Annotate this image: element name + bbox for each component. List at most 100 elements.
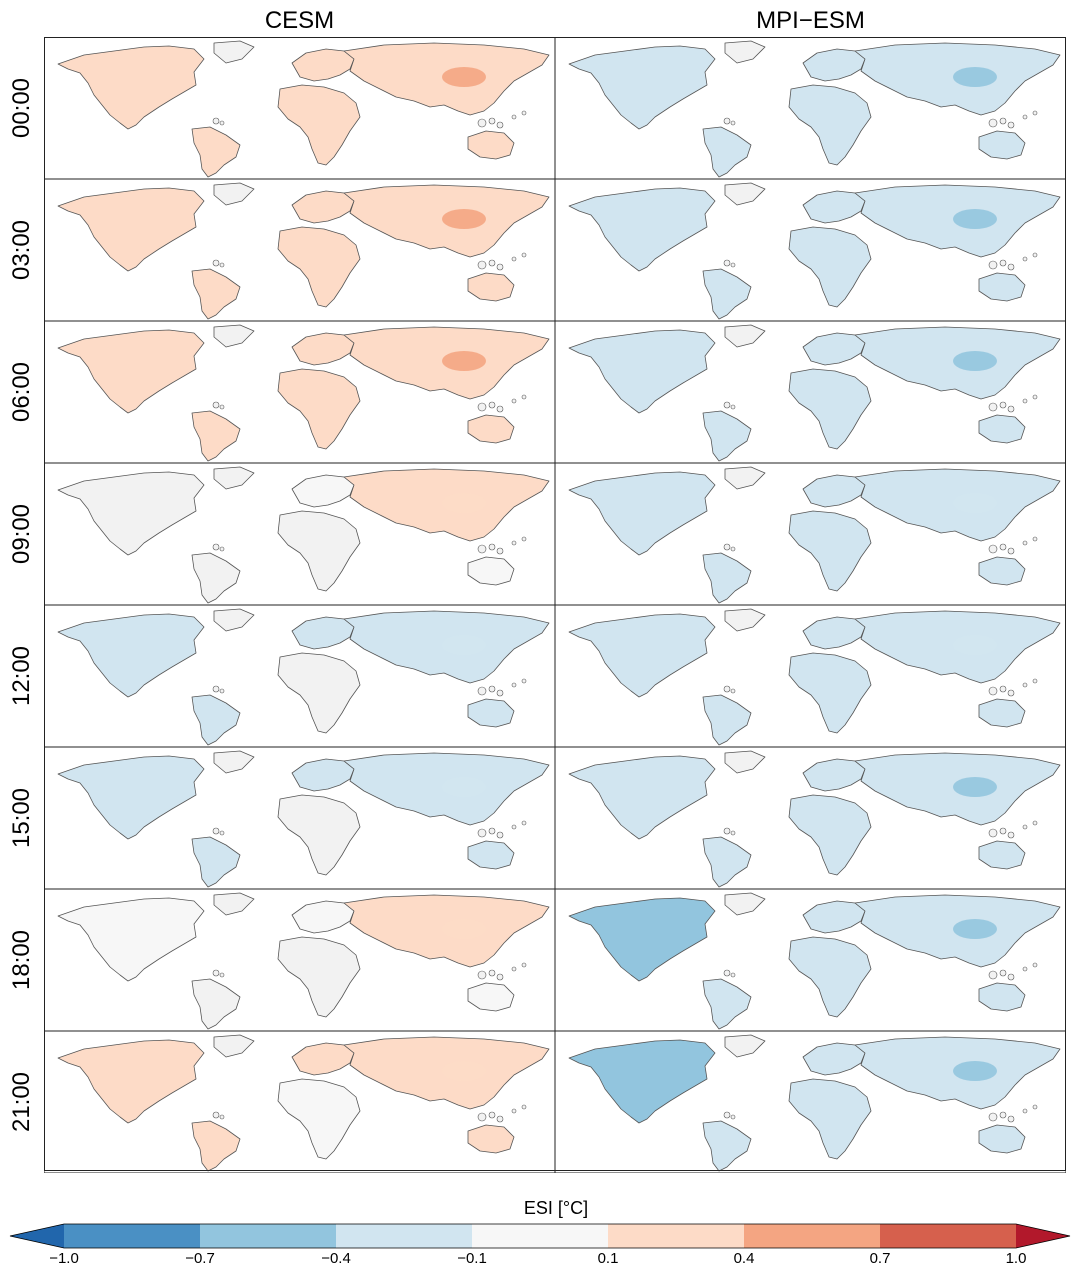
colorbar-tick-label: −0.4 — [321, 1250, 351, 1267]
island-1 — [219, 546, 225, 552]
island-6 — [521, 394, 527, 400]
region-greenland — [213, 40, 255, 64]
map-panel-mpi-esm-0900 — [555, 463, 1066, 605]
colorbar-segment-2 — [336, 1224, 473, 1248]
island-6 — [1032, 820, 1038, 826]
region-greenland — [213, 324, 255, 348]
region-east-asia-hotspot — [442, 777, 486, 797]
world-map — [555, 179, 1066, 321]
region-north-america — [568, 45, 716, 130]
island-3 — [488, 685, 496, 693]
island-1 — [730, 830, 736, 836]
map-panel-mpi-esm-2100 — [555, 1031, 1066, 1173]
island-6 — [1032, 252, 1038, 258]
column-title-1: MPI−ESM — [756, 7, 865, 34]
world-map — [555, 321, 1066, 463]
region-greenland — [724, 466, 766, 490]
region-south-america — [702, 1120, 752, 1172]
island-0 — [212, 543, 220, 551]
island-4 — [496, 263, 504, 271]
region-africa — [788, 652, 872, 734]
region-east-asia-hotspot — [442, 1061, 486, 1081]
colorbar-tick-label: −0.7 — [185, 1250, 215, 1267]
island-4 — [496, 121, 504, 129]
island-0 — [212, 259, 220, 267]
region-africa — [277, 368, 361, 450]
island-1 — [219, 120, 225, 126]
world-map — [555, 463, 1066, 605]
region-south-america — [702, 410, 752, 462]
map-panel-cesm-1800 — [44, 889, 555, 1031]
island-5 — [1022, 682, 1028, 688]
colorbar — [9, 1223, 1071, 1249]
colorbar-tick-label: −1.0 — [49, 1250, 79, 1267]
region-australia — [978, 414, 1026, 444]
island-6 — [1032, 962, 1038, 968]
island-2 — [477, 828, 487, 838]
region-europe — [291, 1042, 355, 1076]
colorbar-tick-label: 1.0 — [1005, 1250, 1027, 1267]
colorbar-segment-3 — [472, 1224, 609, 1248]
region-south-america — [191, 694, 241, 746]
island-6 — [521, 820, 527, 826]
world-map — [555, 37, 1066, 179]
region-africa — [788, 936, 872, 1018]
region-south-america — [191, 268, 241, 320]
island-3 — [488, 1111, 496, 1119]
region-greenland — [724, 182, 766, 206]
region-greenland — [213, 892, 255, 916]
island-1 — [730, 1114, 736, 1120]
region-north-america — [57, 45, 205, 130]
island-1 — [730, 262, 736, 268]
region-africa — [788, 1078, 872, 1160]
world-map — [555, 889, 1066, 1031]
island-2 — [988, 402, 998, 412]
island-4 — [496, 1115, 504, 1123]
island-6 — [1032, 1104, 1038, 1110]
island-5 — [1022, 540, 1028, 546]
region-europe — [802, 900, 866, 934]
region-greenland — [724, 608, 766, 632]
island-5 — [1022, 114, 1028, 120]
region-greenland — [213, 466, 255, 490]
region-australia — [978, 840, 1026, 870]
region-east-asia-hotspot — [953, 209, 997, 229]
island-0 — [723, 543, 731, 551]
island-3 — [488, 259, 496, 267]
colorbar-extend-low — [10, 1224, 64, 1248]
region-north-america — [568, 755, 716, 840]
island-1 — [730, 972, 736, 978]
map-panel-cesm-0600 — [44, 321, 555, 463]
colorbar-outline — [9, 1223, 1071, 1249]
island-6 — [521, 678, 527, 684]
island-5 — [1022, 1108, 1028, 1114]
island-1 — [219, 262, 225, 268]
region-north-america — [568, 613, 716, 698]
region-north-america — [568, 471, 716, 556]
island-1 — [730, 688, 736, 694]
row-label-4: 12:00 — [0, 605, 44, 747]
island-0 — [212, 401, 220, 409]
row-label-7: 21:00 — [0, 1031, 44, 1173]
region-north-america — [57, 613, 205, 698]
region-australia — [467, 982, 515, 1012]
island-4 — [1007, 1115, 1015, 1123]
island-2 — [988, 260, 998, 270]
island-3 — [999, 685, 1007, 693]
map-panel-mpi-esm-0300 — [555, 179, 1066, 321]
region-greenland — [724, 40, 766, 64]
world-map — [44, 37, 555, 179]
island-2 — [477, 686, 487, 696]
island-6 — [1032, 394, 1038, 400]
world-map — [555, 605, 1066, 747]
island-6 — [521, 110, 527, 116]
map-panel-cesm-1500 — [44, 747, 555, 889]
time-label: 21:00 — [8, 1071, 35, 1133]
region-africa — [788, 510, 872, 592]
region-australia — [978, 698, 1026, 728]
island-1 — [219, 404, 225, 410]
island-3 — [488, 827, 496, 835]
map-panel-cesm-0900 — [44, 463, 555, 605]
region-greenland — [213, 608, 255, 632]
region-australia — [978, 1124, 1026, 1154]
